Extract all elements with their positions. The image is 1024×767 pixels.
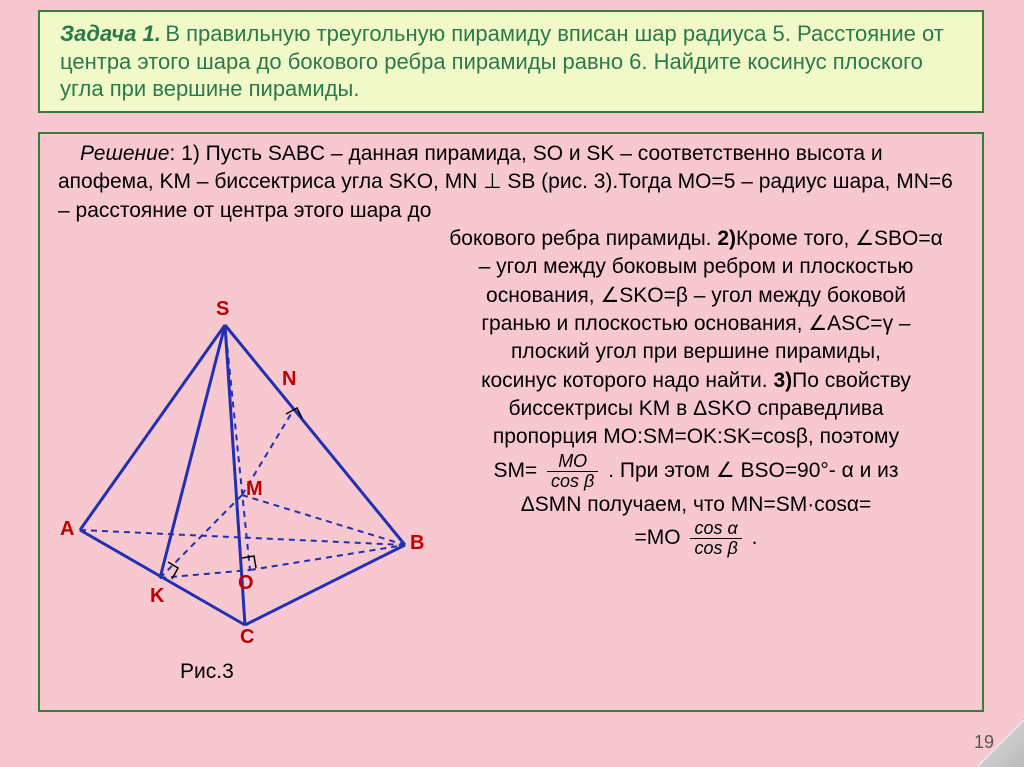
frac2-den: cos β: [690, 539, 741, 558]
pyramid-diagram: S N A B C K O M: [50, 300, 430, 680]
label-O: O: [238, 572, 254, 595]
label-M: M: [246, 478, 263, 501]
sol-line10a: SM=: [493, 459, 537, 482]
solution-label: Решение: [80, 142, 169, 165]
sol-line5: гранью и плоскостью основания, ∠ASC=γ –: [481, 312, 910, 335]
label-B: B: [410, 532, 424, 555]
fraction-cosa-cosb: cos α cos β: [690, 519, 741, 558]
sol-line7a: косинус которого надо найти.: [481, 369, 773, 392]
problem-text: В правильную треугольную пирамиду вписан…: [60, 21, 944, 101]
problem-label: Задача 1.: [60, 21, 161, 46]
page-number: 19: [974, 732, 994, 753]
label-A: A: [60, 518, 74, 541]
sol-step2b: 2): [717, 227, 736, 250]
sol-line6: плоский угол при вершине пирамиды,: [511, 340, 881, 363]
sol-line12b: .: [752, 526, 758, 549]
sol-line10b: . При этом ∠ BSO=90°- α и из: [608, 459, 898, 482]
sol-line9: пропорция MO:SM=OK:SK=cosβ, поэтому: [493, 425, 899, 448]
solution-intro: : 1) Пусть SABC – данная пирамида, SO и …: [58, 142, 953, 222]
fraction-mo-cosb: MO cos β: [547, 452, 598, 491]
label-S: S: [216, 298, 229, 321]
label-K: K: [150, 585, 164, 608]
figure-caption: Рис.3: [180, 660, 234, 684]
sol-line7b: По свойству: [792, 369, 911, 392]
sol-line4: основания, ∠SKO=β – угол между боковой: [486, 284, 906, 307]
problem-box: Задача 1. В правильную треугольную пирам…: [38, 10, 984, 113]
sol-line2a: бокового ребра пирамиды.: [449, 227, 717, 250]
frac2-num: cos α: [690, 519, 741, 539]
frac1-den: cos β: [547, 472, 598, 491]
label-N: N: [282, 368, 296, 391]
sol-line2c: Кроме того, ∠SBO=α: [736, 227, 943, 250]
frac1-num: MO: [547, 452, 598, 472]
sol-line3: – угол между боковым ребром и плоскостью: [479, 255, 914, 278]
sol-line11: ΔSMN получаем, что MN=SM·cosα=: [521, 493, 872, 516]
label-C: C: [240, 626, 254, 649]
sol-step3: 3): [773, 369, 792, 392]
sol-line8: биссектрисы KM в ΔSKO справедлива: [508, 397, 883, 420]
sol-line12a: =MO: [635, 526, 681, 549]
